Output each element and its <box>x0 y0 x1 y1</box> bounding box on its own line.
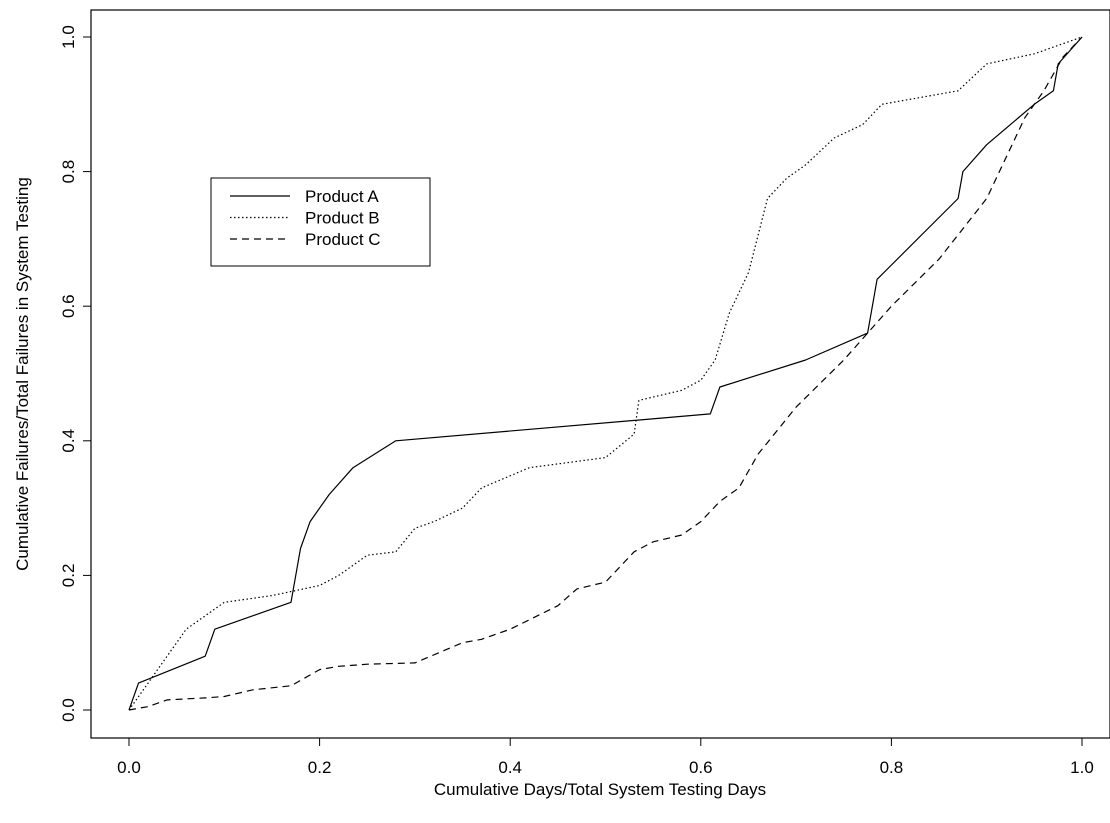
x-tick-label: 0.0 <box>117 758 141 777</box>
legend-label: Product B <box>305 209 380 228</box>
series-layer <box>128 36 1083 711</box>
x-axis-title: Cumulative Days/Total System Testing Day… <box>434 780 766 799</box>
x-axis: 0.0 0.2 0.4 0.6 0.8 1.0 <box>117 737 1094 777</box>
y-tick-label: 1.0 <box>59 25 78 49</box>
legend-box <box>210 177 431 267</box>
series-line-product-c <box>128 36 1083 711</box>
y-axis-title: Cumulative Failures/Total Failures in Sy… <box>13 177 32 571</box>
y-tick-label: 0.6 <box>59 294 78 318</box>
plot-frame <box>90 9 1110 739</box>
x-tick-label: 0.6 <box>689 758 713 777</box>
x-tick-label: 0.8 <box>880 758 904 777</box>
x-tick-label: 1.0 <box>1070 758 1094 777</box>
legend-label: Product C <box>305 230 381 249</box>
x-tick-label: 0.2 <box>308 758 332 777</box>
legend-label: Product A <box>305 187 379 206</box>
x-tick-label: 0.4 <box>498 758 522 777</box>
series-line-product-b <box>128 36 1083 711</box>
series-line-product-a <box>128 36 1083 711</box>
y-tick-label: 0.8 <box>59 160 78 184</box>
y-tick-label: 0.0 <box>59 698 78 722</box>
legend: Product A Product B Product C <box>210 177 431 267</box>
y-tick-label: 0.2 <box>59 564 78 588</box>
y-axis: 0.0 0.2 0.4 0.6 0.8 1.0 <box>59 25 92 722</box>
y-tick-label: 0.4 <box>59 429 78 453</box>
